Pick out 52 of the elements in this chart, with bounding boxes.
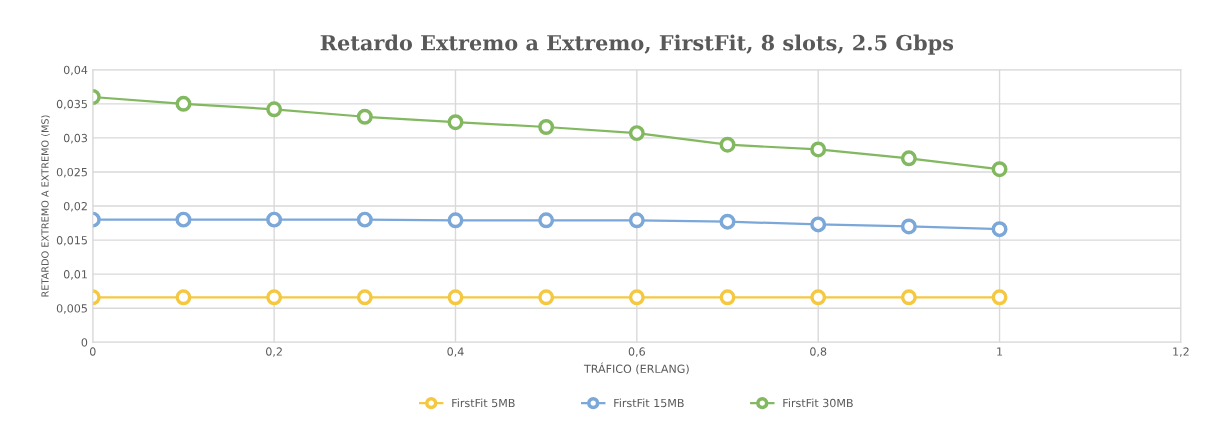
x-tick-label: 0,4	[447, 347, 464, 357]
y-tick-label: 0,005	[56, 304, 87, 314]
x-axis-title: TRÁFICO (ERLANG)	[583, 362, 689, 375]
point	[266, 211, 283, 228]
point	[991, 289, 1008, 306]
point	[538, 289, 555, 306]
point	[628, 125, 645, 142]
x-tick-label: 1	[997, 347, 1003, 356]
point	[900, 218, 917, 235]
point	[628, 289, 645, 306]
point	[447, 289, 464, 306]
y-tick-label: 0,01	[63, 270, 87, 280]
point	[266, 101, 283, 118]
x-tick-label: 0,6	[628, 347, 645, 357]
point	[900, 150, 917, 167]
x-tick-label: 0	[89, 347, 96, 356]
y-tick-label: 0,035	[56, 99, 87, 110]
y-tick-label: 0,02	[63, 201, 87, 212]
point	[447, 212, 464, 229]
point	[175, 289, 192, 306]
point	[175, 95, 192, 112]
point	[447, 114, 464, 131]
point	[356, 211, 373, 228]
point	[991, 221, 1008, 238]
point	[356, 108, 373, 125]
x-tick-label: 0,8	[810, 347, 827, 357]
x-tick-label: 0,2	[266, 347, 282, 357]
point	[538, 212, 555, 229]
point	[900, 289, 917, 306]
point	[810, 216, 827, 233]
y-tick-label: 0,03	[63, 133, 88, 144]
legend-label: FirstFit 15MB	[614, 398, 684, 408]
point	[810, 289, 827, 306]
x-tick-label: 1,2	[1173, 347, 1189, 357]
point	[719, 136, 736, 153]
point	[538, 118, 555, 135]
y-tick-label: 0,015	[56, 236, 87, 246]
point	[810, 141, 827, 158]
point	[175, 211, 192, 228]
legend-label: FirstFit 30MB	[783, 398, 853, 408]
point	[719, 213, 736, 230]
y-axis-title: RETARDO EXTREMO A EXTREMO (MS)	[41, 115, 50, 297]
y-tick-label: 0	[81, 338, 88, 347]
legend-label: FirstFit 5MB	[452, 398, 515, 408]
point	[266, 289, 283, 306]
point	[719, 289, 736, 306]
y-tick-label: 0,025	[56, 167, 87, 178]
point	[991, 161, 1008, 178]
chart-title: Retardo Extremo a Extremo, FirstFit, 8 slots, 2.5 Gbps	[320, 34, 954, 55]
point	[628, 212, 645, 229]
point	[356, 289, 373, 306]
y-tick-label: 0,04	[63, 65, 88, 76]
